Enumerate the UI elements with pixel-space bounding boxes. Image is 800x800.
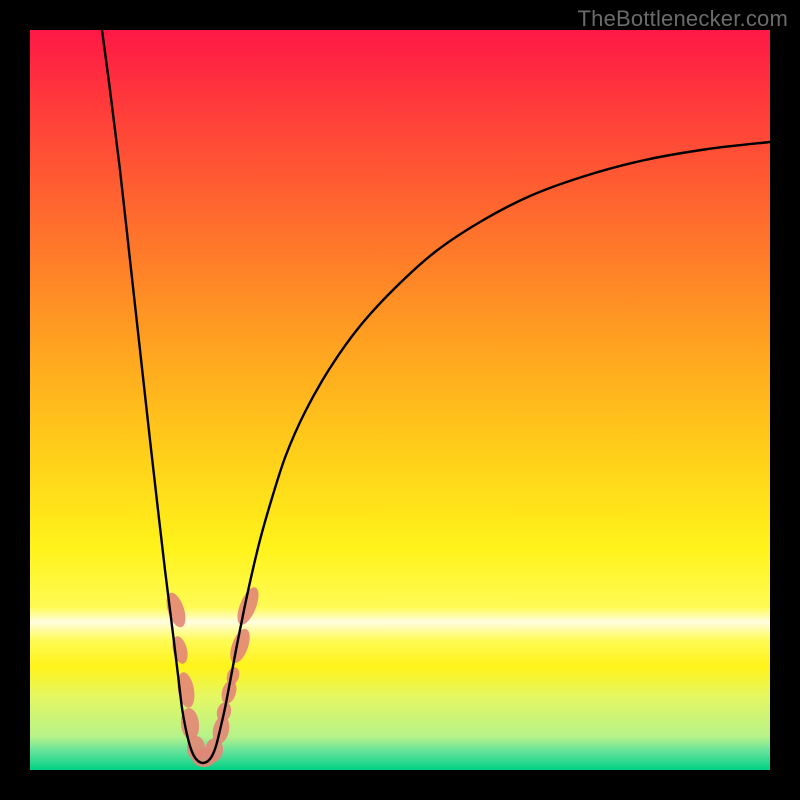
plot-area <box>30 30 770 770</box>
bottleneck-curve <box>102 30 770 763</box>
watermark-text: TheBottlenecker.com <box>578 6 788 32</box>
scatter-point <box>163 590 189 629</box>
curve-layer <box>30 30 770 770</box>
chart-frame: TheBottlenecker.com <box>0 0 800 800</box>
